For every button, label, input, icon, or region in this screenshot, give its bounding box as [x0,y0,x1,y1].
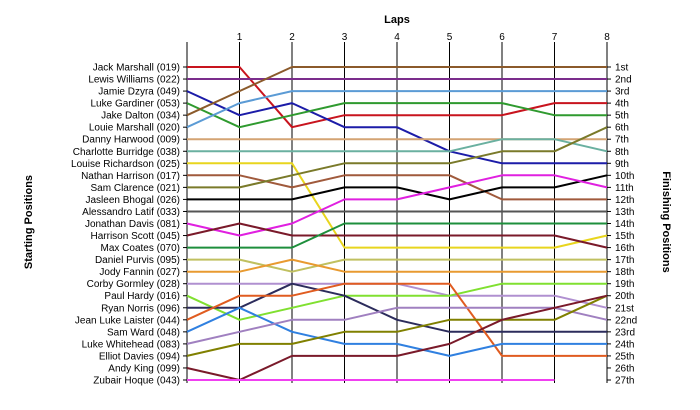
series-line-25 [186,294,608,357]
starting-label-7: Danny Harwood (009) [82,135,180,146]
y-axis-right-title: Finishing Positions [660,171,672,272]
finishing-label-1: 1st [615,63,629,74]
series-line-11 [187,126,608,189]
starting-label-24: Luke Whitehead (083) [82,339,180,350]
finishing-label-18: 18th [615,267,634,278]
series-layer [186,66,608,381]
starting-label-1: Jack Marshall (019) [93,63,180,74]
finishing-label-17: 17th [615,255,634,266]
starting-label-17: Daniel Purvis (095) [95,255,180,266]
finishing-label-3: 3rd [615,87,629,98]
series-line-8 [187,138,608,153]
finishing-label-15: 15th [615,231,634,242]
starting-label-8: Charlotte Burridge (038) [73,147,180,158]
starting-label-26: Andy King (099) [108,363,180,374]
series-line-21 [187,282,607,333]
starting-label-2: Lewis Williams (022) [88,75,180,86]
finishing-label-22: 22nd [615,315,637,326]
x-axis-title: Laps [384,14,410,26]
lap-tick-label-7: 7 [552,32,558,43]
series-line-1 [187,66,607,129]
series-line-4 [186,102,607,129]
starting-label-6: Louie Marshall (020) [89,123,180,134]
finishing-label-7: 7th [615,135,629,146]
finishing-label-16: 16th [615,243,634,254]
finishing-label-19: 19th [615,279,634,290]
starting-label-23: Sam Ward (048) [107,327,180,338]
series-line-3 [186,90,607,165]
lap-tick-label-1: 1 [237,32,243,43]
lap-tick-label-8: 8 [604,32,610,43]
starting-label-20: Paul Hardy (016) [104,291,180,302]
starting-label-9: Louise Richardson (025) [71,159,180,170]
starting-label-27: Zubair Hoque (043) [93,376,180,387]
starting-label-13: Alessandro Latif (033) [82,207,180,218]
series-line-24 [186,306,608,345]
finishing-label-23: 23rd [615,327,635,338]
series-line-12 [187,174,608,201]
finishing-label-5: 5th [615,111,629,122]
series-line-9 [187,162,608,249]
lap-tick-label-4: 4 [394,32,400,43]
series-line-10 [187,174,607,201]
finishing-label-14: 14th [615,219,634,230]
finishing-label-12: 12th [615,195,634,206]
starting-label-25: Elliot Davies (094) [99,351,180,362]
series-line-15 [186,222,608,249]
finishing-label-9: 9th [615,159,629,170]
lap-tick-label-2: 2 [289,32,295,43]
finishing-label-13: 13th [615,207,634,218]
starting-label-14: Jonathan Davis (081) [85,219,180,230]
starting-label-11: Sam Clarence (021) [91,183,180,194]
finishing-label-21: 21st [615,303,634,314]
series-line-23 [186,306,607,357]
starting-label-18: Jody Fannin (027) [99,267,180,278]
lap-tick-label-6: 6 [499,32,505,43]
series-line-14 [186,174,608,237]
series-line-17 [187,258,607,273]
starting-label-12: Jasleen Bhogal (026) [85,195,180,206]
starting-label-19: Corby Gormley (028) [87,279,180,290]
y-axis-left-title: Starting Positions [23,175,35,269]
starting-label-10: Nathan Harrison (017) [81,171,180,182]
finishing-label-8: 8th [615,147,629,158]
starting-label-22: Jean Luke Laister (044) [75,315,180,326]
series-line-6 [186,90,607,129]
series-line-5 [186,66,607,117]
finishing-label-26: 26th [615,363,634,374]
series-line-18 [187,258,607,273]
starting-label-15: Harrison Scott (045) [91,231,180,242]
starting-label-4: Luke Gardiner (053) [91,99,181,110]
finishing-label-25: 25th [615,351,634,362]
label-layer: Jack Marshall (019) 1st Lewis Williams (02… [71,63,637,387]
finishing-label-11: 11th [615,183,634,194]
finishing-label-24: 24th [615,339,634,350]
starting-label-3: Jamie Dzyra (049) [98,87,180,98]
starting-label-5: Jake Dalton (034) [101,111,180,122]
starting-label-16: Max Coates (070) [101,243,180,254]
starting-label-21: Ryan Norris (096) [101,303,180,314]
finishing-label-27: 27th [615,376,634,387]
finishing-label-2: 2nd [615,75,632,86]
finishing-label-20: 20th [615,291,634,302]
lap-tick-label-3: 3 [342,32,348,43]
series-line-26 [186,294,608,381]
finishing-label-4: 4th [615,99,629,110]
lap-tick-label-5: 5 [447,32,453,43]
series-line-22 [186,282,607,357]
series-line-16 [187,222,607,249]
finishing-label-10: 10th [615,171,634,182]
finishing-label-6: 6th [615,123,629,134]
